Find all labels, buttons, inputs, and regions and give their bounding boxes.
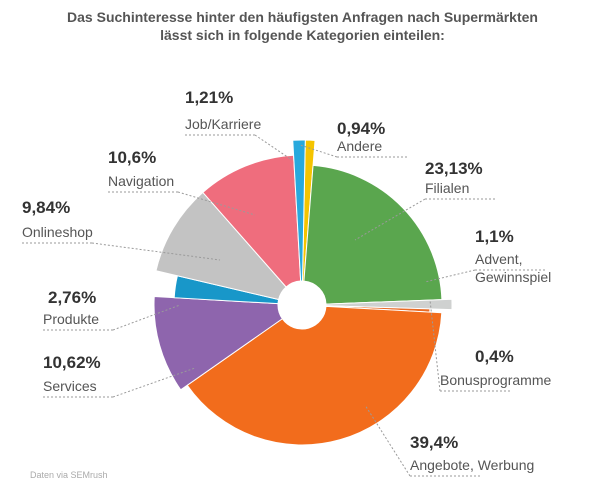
title-line-1: Das Suchinteresse hinter den häufigsten … [67, 9, 538, 25]
value-label-job-karriere: 1,21% [185, 88, 233, 107]
value-label-andere: 0,94% [337, 119, 385, 138]
slice-filialen [303, 164, 443, 305]
category-label-andere: Andere [337, 138, 382, 154]
category-label-advent-gewinnspiel: Advent, Gewinnspiel [475, 251, 551, 285]
value-label-angebote-werbung: 39,4% [410, 433, 458, 452]
source-note: Daten via SEMrush [30, 470, 108, 480]
value-label-bonusprogramme: 0,4% [475, 347, 514, 366]
leader-line-bonusprogramme [429, 299, 441, 392]
chart-title: Das Suchinteresse hinter den häufigsten … [0, 8, 605, 44]
leader-line-filialen [354, 198, 426, 241]
title-line-2: lässt sich in folgende Kategorien eintei… [160, 27, 445, 43]
value-label-filialen: 23,13% [425, 159, 483, 178]
category-label-job-karriere: Job/Karriere [185, 116, 261, 132]
category-label-navigation: Navigation [108, 173, 174, 189]
category-label-produkte: Produkte [43, 311, 99, 327]
leader-line-job-karriere [254, 134, 293, 161]
leader-line-andere [299, 144, 338, 158]
donut-hole [278, 281, 326, 329]
value-label-produkte: 2,76% [48, 288, 96, 307]
leader-line-onlineshop [91, 242, 221, 261]
value-label-advent-gewinnspiel: 1,1% [475, 227, 514, 246]
value-label-navigation: 10,6% [108, 148, 156, 167]
value-label-onlineshop: 9,84% [22, 198, 70, 217]
leader-line-services [112, 367, 196, 398]
category-label-bonusprogramme: Bonusprogramme [440, 372, 551, 388]
value-label-services: 10,62% [43, 353, 101, 372]
category-label-services: Services [43, 378, 97, 394]
category-label-filialen: Filialen [425, 180, 469, 196]
category-label-angebote-werbung: Angebote, Werbung [410, 457, 534, 473]
leader-line-advent-gewinnspiel [424, 269, 476, 283]
leader-line-navigation [177, 191, 256, 216]
category-label-onlineshop: Onlineshop [22, 224, 93, 240]
